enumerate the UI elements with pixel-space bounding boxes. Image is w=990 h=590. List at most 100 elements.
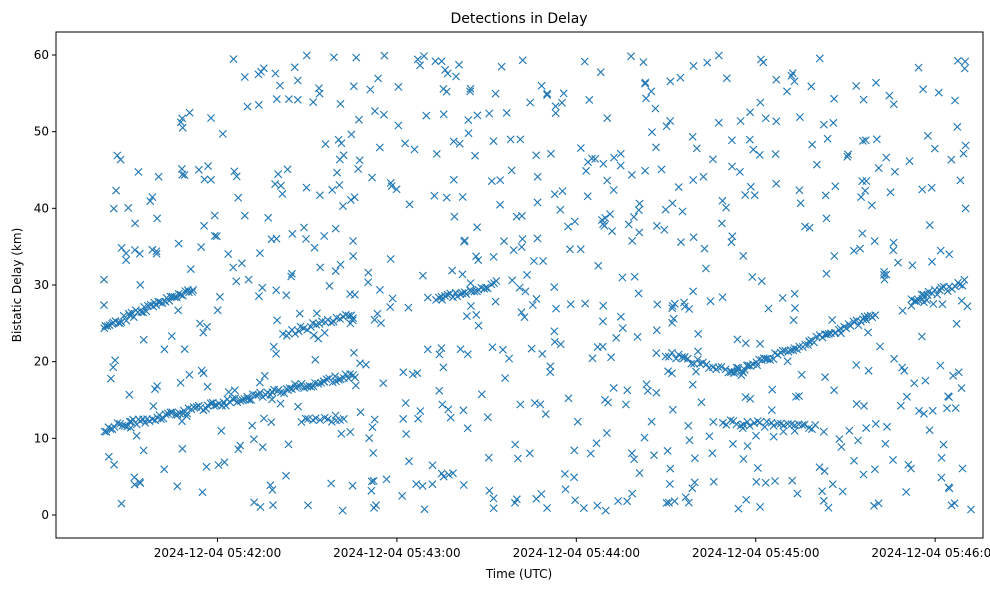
detection-point xyxy=(736,117,745,125)
detection-point xyxy=(621,400,630,409)
detection-point xyxy=(402,430,411,438)
y-tick-label: 50 xyxy=(34,125,49,139)
detection-point xyxy=(571,496,580,505)
detection-point xyxy=(335,155,344,164)
detection-point xyxy=(591,154,600,163)
detection-point xyxy=(772,117,781,126)
detection-point xyxy=(668,304,677,313)
detection-point xyxy=(304,415,313,423)
detection-point xyxy=(746,108,755,117)
detection-point xyxy=(152,249,161,258)
detection-point xyxy=(420,52,428,61)
detection-point xyxy=(394,121,403,130)
detection-point xyxy=(276,399,285,408)
detection-point xyxy=(346,196,355,204)
detection-point xyxy=(185,370,194,379)
detection-point xyxy=(294,327,303,336)
detection-point xyxy=(819,496,828,505)
detection-point xyxy=(473,223,482,232)
detection-point xyxy=(599,159,608,168)
detection-point xyxy=(849,246,858,255)
detection-point xyxy=(722,203,731,212)
detection-point xyxy=(329,317,338,326)
detection-point xyxy=(616,161,625,170)
detection-point xyxy=(945,250,954,259)
detection-point xyxy=(689,61,698,70)
detection-point xyxy=(650,451,658,460)
detection-point xyxy=(634,206,643,215)
detection-point xyxy=(149,402,158,411)
detection-point xyxy=(356,408,365,417)
detection-point xyxy=(148,415,157,424)
detection-point xyxy=(570,217,579,226)
detection-point xyxy=(350,290,359,299)
detection-point xyxy=(105,321,114,330)
detection-point xyxy=(740,365,749,374)
detection-point xyxy=(550,327,559,336)
detection-point xyxy=(437,57,446,66)
detection-point xyxy=(297,418,306,426)
detection-point xyxy=(207,175,215,184)
detection-point xyxy=(322,375,331,384)
detection-point xyxy=(795,186,804,195)
detection-point xyxy=(674,350,683,359)
detection-point xyxy=(585,95,594,104)
detection-point xyxy=(815,463,824,472)
detection-point xyxy=(894,258,902,267)
detection-point xyxy=(229,55,238,64)
detection-point xyxy=(234,445,243,454)
detection-point xyxy=(311,379,320,387)
detection-point xyxy=(185,108,194,117)
detection-point xyxy=(908,261,917,270)
detection-point xyxy=(347,311,356,320)
detection-point xyxy=(485,109,494,118)
detection-point xyxy=(566,300,575,309)
detection-point xyxy=(446,413,455,422)
detection-point xyxy=(282,471,290,480)
detection-point xyxy=(532,151,541,160)
detection-point xyxy=(120,421,129,430)
detection-point xyxy=(351,373,359,382)
detection-point xyxy=(937,283,946,292)
detection-point xyxy=(755,355,764,364)
detection-point xyxy=(373,309,382,318)
detection-point xyxy=(116,155,125,164)
detection-point xyxy=(890,167,899,176)
detection-point xyxy=(124,203,133,212)
detection-point xyxy=(717,219,726,228)
detection-point xyxy=(732,420,741,429)
detection-point xyxy=(694,329,703,338)
detection-point xyxy=(174,239,183,248)
detection-point xyxy=(284,440,293,449)
detection-point xyxy=(928,257,936,266)
detection-point xyxy=(177,164,186,173)
detection-point xyxy=(294,402,302,411)
detection-point xyxy=(797,370,806,379)
detection-point xyxy=(210,211,219,220)
detection-point xyxy=(961,204,970,213)
detection-point xyxy=(666,117,675,125)
detection-point xyxy=(690,478,699,487)
detection-point xyxy=(739,420,748,429)
detection-point xyxy=(915,406,923,415)
detection-point xyxy=(312,309,321,318)
detection-point xyxy=(203,322,211,331)
detection-point xyxy=(388,294,397,303)
detection-point xyxy=(496,200,505,209)
detection-point xyxy=(807,82,816,91)
detection-point xyxy=(831,182,840,191)
detection-point xyxy=(428,461,437,470)
detection-point xyxy=(703,58,712,67)
detection-point xyxy=(167,332,176,341)
detection-point xyxy=(344,374,353,383)
detection-point xyxy=(529,257,538,265)
detection-point xyxy=(525,449,534,458)
detection-point xyxy=(142,307,151,316)
detection-point xyxy=(629,212,638,221)
detection-point xyxy=(464,116,473,125)
detection-point xyxy=(293,95,302,104)
detection-point xyxy=(160,345,169,354)
x-axis-ticks: 2024-12-04 05:42:00 2024-12-04 05:43:00 20… xyxy=(154,538,990,560)
detection-point xyxy=(348,481,357,490)
detection-point xyxy=(416,407,425,416)
